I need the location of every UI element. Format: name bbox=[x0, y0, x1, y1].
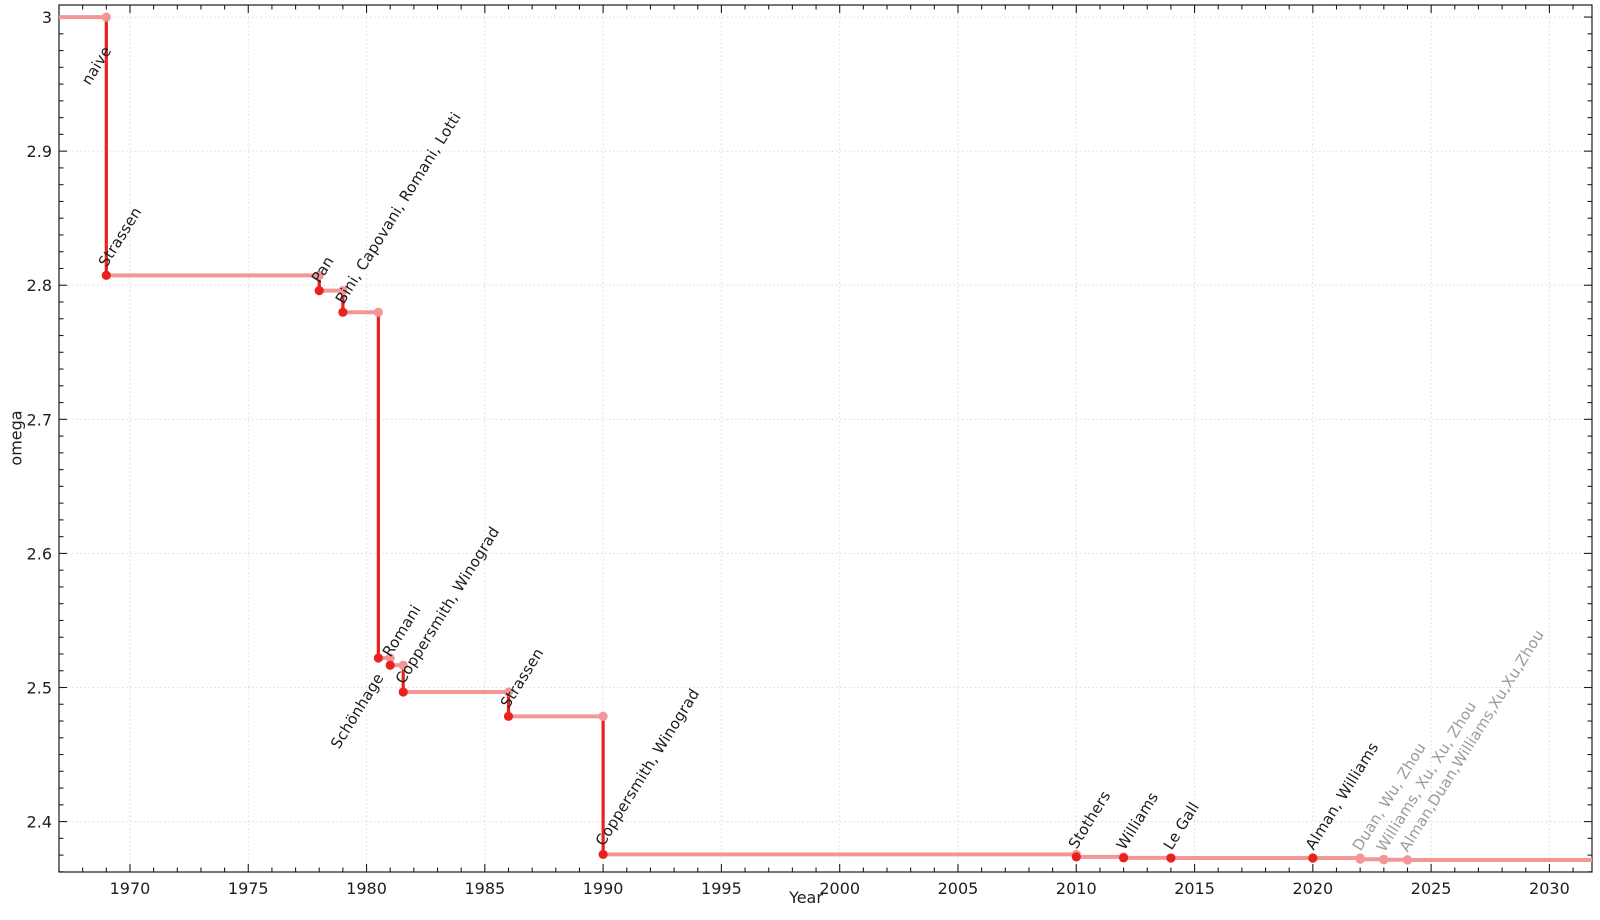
x-tick-label: 2015 bbox=[1174, 879, 1215, 898]
x-tick-label: 1990 bbox=[583, 879, 624, 898]
data-point-marker-light bbox=[338, 286, 348, 296]
x-tick-label: 2000 bbox=[819, 879, 860, 898]
data-point-marker-light bbox=[1379, 855, 1389, 865]
data-point-marker bbox=[398, 687, 408, 697]
data-point-marker-light bbox=[373, 307, 383, 317]
data-point-marker bbox=[1118, 853, 1129, 863]
x-axis-title: Year bbox=[789, 888, 823, 907]
x-tick-label: 2025 bbox=[1411, 879, 1452, 898]
data-point-marker-light bbox=[503, 687, 514, 697]
x-tick-label: 2010 bbox=[1056, 879, 1097, 898]
data-point-marker bbox=[1166, 853, 1176, 863]
y-tick-label: 2.7 bbox=[27, 410, 52, 429]
data-point-marker-light bbox=[398, 660, 408, 670]
data-point-marker bbox=[503, 711, 514, 721]
x-tick-label: 2020 bbox=[1292, 879, 1333, 898]
data-point-marker-light bbox=[598, 711, 608, 721]
data-point-marker bbox=[338, 307, 348, 317]
y-tick-label: 2.9 bbox=[27, 142, 52, 161]
data-point-marker-light bbox=[1355, 854, 1365, 864]
data-point-marker-light bbox=[1402, 855, 1413, 865]
x-tick-label: 2030 bbox=[1529, 879, 1570, 898]
y-axis-title: omega bbox=[6, 410, 26, 466]
x-tick-label: 1970 bbox=[110, 879, 151, 898]
data-point-marker bbox=[314, 286, 324, 296]
data-point-marker bbox=[101, 270, 111, 280]
x-tick-label: 1980 bbox=[346, 879, 387, 898]
x-tick-label: 2005 bbox=[938, 879, 979, 898]
x-tick-label: 1975 bbox=[228, 879, 269, 898]
y-tick-label: 2.5 bbox=[27, 678, 52, 697]
y-tick-label: 2.8 bbox=[27, 276, 52, 295]
y-tick-label: 2.6 bbox=[27, 544, 52, 563]
y-tick-label: 3 bbox=[42, 8, 52, 27]
data-point-marker-light bbox=[385, 653, 395, 663]
data-point-marker bbox=[373, 653, 383, 663]
x-tick-label: 1985 bbox=[464, 879, 505, 898]
data-point-marker-light bbox=[101, 12, 111, 22]
x-tick-label: 1995 bbox=[701, 879, 742, 898]
data-point-marker bbox=[1071, 852, 1081, 862]
y-tick-label: 2.4 bbox=[27, 813, 52, 832]
data-point-marker bbox=[598, 849, 608, 860]
data-point-marker-light bbox=[314, 270, 324, 280]
plot-frame bbox=[58, 4, 1593, 873]
data-point-marker bbox=[1308, 853, 1318, 863]
data-point-marker bbox=[385, 660, 395, 670]
